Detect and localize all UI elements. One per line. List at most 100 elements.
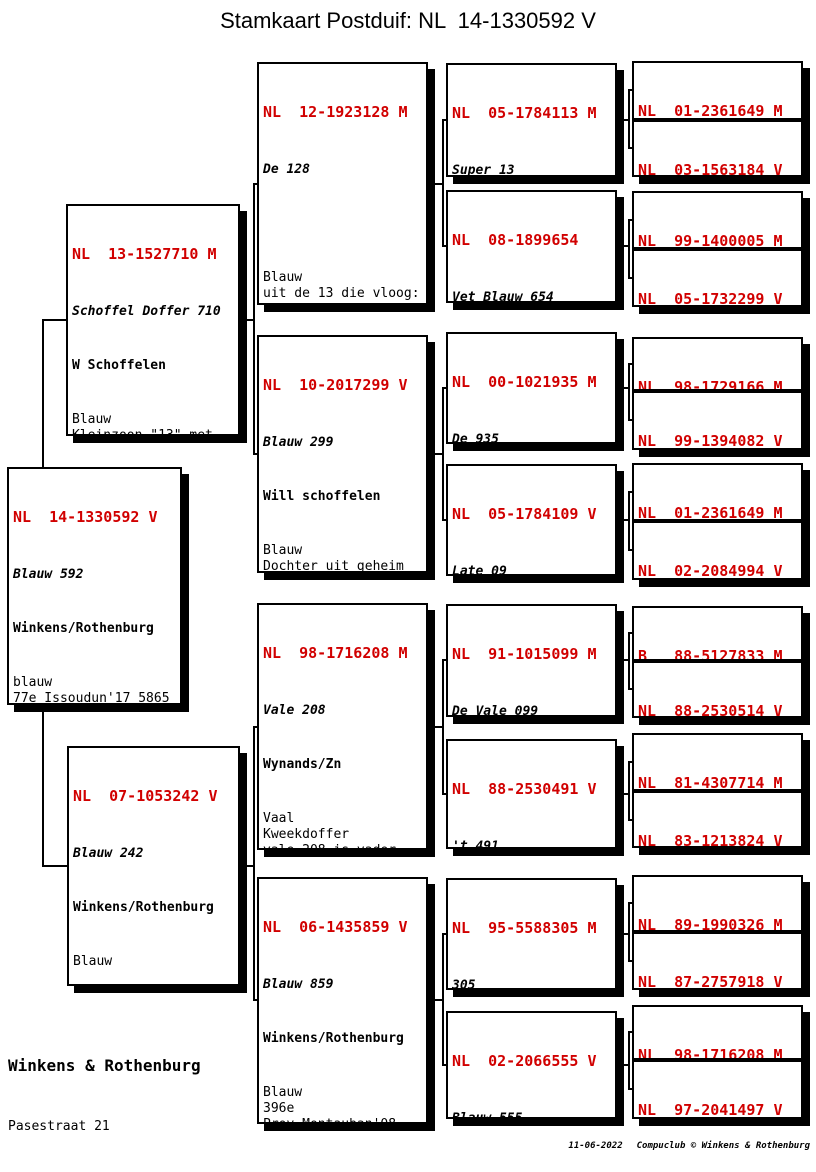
- pedigree-box-nl-10-2017299-v: NL 10-2017299 V Blauw 299 Will schoffele…: [257, 335, 428, 573]
- ring-number: NL 95-5588305 M: [452, 919, 597, 937]
- pedigree-box-nl-98-1716208-m: NL 98-1716208 M Vale 208 Wynands/Zn Vaal…: [257, 603, 428, 850]
- ring-number: NL 89-1990326 M: [638, 916, 783, 932]
- breeder-name: W Schoffelen: [72, 358, 166, 373]
- ring-number: NL 98-1716208 M: [263, 644, 408, 662]
- pedigree-box-nl-97-2041497-v: NL 97-2041497 V Montauban Duivin Winkens…: [632, 1060, 803, 1119]
- connector-gen4-pair8: [617, 1031, 632, 1090]
- pigeon-name: Schoffel Doffer 710: [72, 304, 221, 319]
- ring-number: NL 99-1394082 V: [638, 432, 783, 450]
- ring-number: NL 01-2361649 M: [638, 504, 783, 521]
- footer-credit: Compuclub © Winkens & Rothenburg: [636, 1141, 810, 1151]
- page-title: Stamkaart Postduif: NL 14-1330592 V: [220, 8, 596, 33]
- owner-street: Pasestraat 21: [8, 1119, 110, 1134]
- connector-gen4-pair6: [617, 761, 632, 821]
- owner-block: Winkens & Rothenburg Pasestraat 21 6223H…: [8, 1016, 243, 1172]
- pigeon-details: Blauw Dochter uit geheim Direct naar Kwe…: [263, 543, 404, 573]
- pedigree-box-nl-81-4307714-m: NL 81-4307714 M De 714 Wynands/Zn: [632, 733, 803, 791]
- ring-number: NL 12-1923128 M: [263, 103, 408, 121]
- pigeon-name: Blauw 555: [452, 1111, 523, 1119]
- pigeon-details: Blauw 396e Prov.Montauban'08 5550 d 1184…: [263, 1085, 396, 1122]
- ring-number: NL 87-2757918 V: [638, 973, 783, 990]
- ring-number: B 88-5127833 M: [638, 647, 783, 661]
- connector-gen4-pair4: [617, 491, 632, 551]
- pedigree-box-nl-00-1021935-m: NL 00-1021935 M De 935 Jan Donders Grijs…: [446, 332, 617, 444]
- pigeon-details: Blauw: [73, 954, 113, 969]
- ring-number: NL 05-1732299 V: [638, 290, 783, 307]
- ring-number: NL 88-2530491 V: [452, 780, 597, 798]
- pedigree-box-nl-95-5588305-m: NL 95-5588305 M 305 Gebr.Saya kras Vader…: [446, 878, 617, 990]
- pigeon-name: Late 09: [452, 564, 507, 576]
- ring-number: NL 14-1330592 V: [13, 508, 158, 526]
- footer-date: 11-06-2022: [568, 1141, 623, 1151]
- connector-gen3-group4: [428, 933, 446, 1066]
- connector-gen3-group3: [428, 659, 446, 795]
- connector-mother-grandparents: [240, 726, 257, 1001]
- pedigree-box-nl-12-1923128-m: NL 12-1923128 M De 128 Blauw uit de 13 d…: [257, 62, 428, 305]
- breeder-name: Will schoffelen: [263, 489, 381, 504]
- ring-number: NL 98-1716208 M: [638, 1046, 783, 1060]
- pedigree-box-nl-99-1394082-v: NL 99-1394082 V Verkeerd geringde J van …: [632, 391, 803, 450]
- pedigree-box-nl-89-1990326-m: NL 89-1990326 M 326 Broer Bordeaux Gebr.…: [632, 875, 803, 932]
- pedigree-box-nl-14-1330592-v: NL 14-1330592 V Blauw 592 Winkens/Rothen…: [7, 467, 182, 705]
- pigeon-name: De 935: [452, 432, 499, 444]
- ring-number: NL 88-2530514 V: [638, 702, 783, 718]
- pigeon-name: Vale 208: [263, 703, 326, 718]
- pedigree-box-nl-83-1213824-v: NL 83-1213824 V Barcelona Duivin Bes/Kus…: [632, 791, 803, 848]
- connector-gen4-pair5: [617, 632, 632, 690]
- ring-number: NL 98-1729166 M: [638, 378, 783, 391]
- ring-number: NL 91-1015099 M: [452, 645, 597, 663]
- breeder-name: [263, 216, 423, 232]
- ring-number: NL 03-1563184 V: [638, 161, 783, 177]
- pedigree-box-nl-02-2084994-v: NL 02-2084994 V De 50% Bekker Duivin Sch…: [632, 521, 803, 580]
- pigeon-name: Vet Blauw 654: [452, 290, 554, 303]
- pedigree-box-nl-01-2361649-m: NL 01-2361649 M De Kweker 49 Wil Schoffe…: [632, 61, 803, 120]
- ring-number: NL 07-1053242 V: [73, 787, 218, 805]
- pedigree-box-nl-98-1716208-m: NL 98-1716208 M Vale 208 Wynands/Zn: [632, 1005, 803, 1060]
- ring-number: NL 06-1435859 V: [263, 918, 408, 936]
- pedigree-box-nl-05-1784113-m: NL 05-1784113 M Super 13 W Schoffelen Bl…: [446, 63, 617, 177]
- ring-number: NL 02-2084994 V: [638, 562, 783, 580]
- pigeon-details: Blauw uit de 13 die vloog: 1e wefo Reims…: [263, 270, 420, 303]
- connector-gen3-group2: [428, 387, 446, 521]
- pigeon-name: Super 13: [452, 163, 515, 177]
- ring-number: NL 01-2361649 M: [638, 102, 783, 120]
- ring-number: NL 97-2041497 V: [638, 1101, 783, 1119]
- pedigree-box-nl-05-1732299-v: NL 05-1732299 V Mooi Grijske 299 Borgman…: [632, 249, 803, 307]
- pedigree-box-nl-88-2530514-v: NL 88-2530514 V Half Zus 1e Nat.Perp Wyn…: [632, 661, 803, 718]
- ring-number: NL 02-2066555 V: [452, 1052, 597, 1070]
- pedigree-box-nl-07-1053242-v: NL 07-1053242 V Blauw 242 Winkens/Rothen…: [67, 746, 240, 986]
- pedigree-box-nl-13-1527710-m: NL 13-1527710 M Schoffel Doffer 710 W Sc…: [66, 204, 240, 436]
- connector-gen3-group1: [428, 119, 446, 247]
- breeder-name: Wynands/Zn: [263, 757, 342, 772]
- connector-gen4-pair1: [617, 89, 632, 149]
- breeder-name: Winkens/Rothenburg: [73, 900, 214, 915]
- pigeon-name: Blauw 242: [73, 846, 144, 861]
- connector-gen4-pair7: [617, 902, 632, 962]
- pigeon-name: De Vale 099: [452, 704, 539, 717]
- ring-number: NL 08-1899654: [452, 231, 579, 249]
- ring-number: NL 05-1784113 M: [452, 104, 597, 122]
- breeder-name: Winkens/Rothenburg: [263, 1031, 404, 1046]
- pedigree-box-nl-02-2066555-v: NL 02-2066555 V Blauw 555 Winkens/Rothen…: [446, 1011, 617, 1119]
- pigeon-name: Blauw 592: [13, 567, 84, 582]
- pigeon-name: De 128: [263, 162, 310, 177]
- pedigree-box-nl-08-1899654: NL 08-1899654 Vet Blauw 654 R Bekker Vet…: [446, 190, 617, 303]
- pigeon-name: 't 491: [452, 839, 499, 849]
- breeder-name: Winkens/Rothenburg: [13, 621, 154, 636]
- connector-gen4-pair2: [617, 219, 632, 279]
- ring-number: NL 05-1784109 V: [452, 505, 597, 523]
- ring-number: NL 13-1527710 M: [72, 245, 217, 263]
- pedigree-box-nl-91-1015099-m: NL 91-1015099 M De Vale 099 Wynands/Zn V…: [446, 604, 617, 717]
- owner-name: Winkens & Rothenburg: [8, 1056, 201, 1075]
- pigeon-name: Blauw 299: [263, 435, 334, 450]
- pigeon-details: Vaal Kweekdoffer vale 208 is vader en gr…: [263, 811, 396, 848]
- connector-father-grandparents: [240, 183, 257, 455]
- ring-number: NL 81-4307714 M: [638, 774, 783, 791]
- pedigree-box-nl-98-1729166-m: NL 98-1729166 M De Kleine J Donders: [632, 337, 803, 391]
- pigeon-details: Blauw Kleinzoon "13" met 5 x 1e prijs S.…: [72, 412, 213, 436]
- ring-number: NL 10-2017299 V: [263, 376, 408, 394]
- pigeon-name: Blauw 859: [263, 977, 334, 992]
